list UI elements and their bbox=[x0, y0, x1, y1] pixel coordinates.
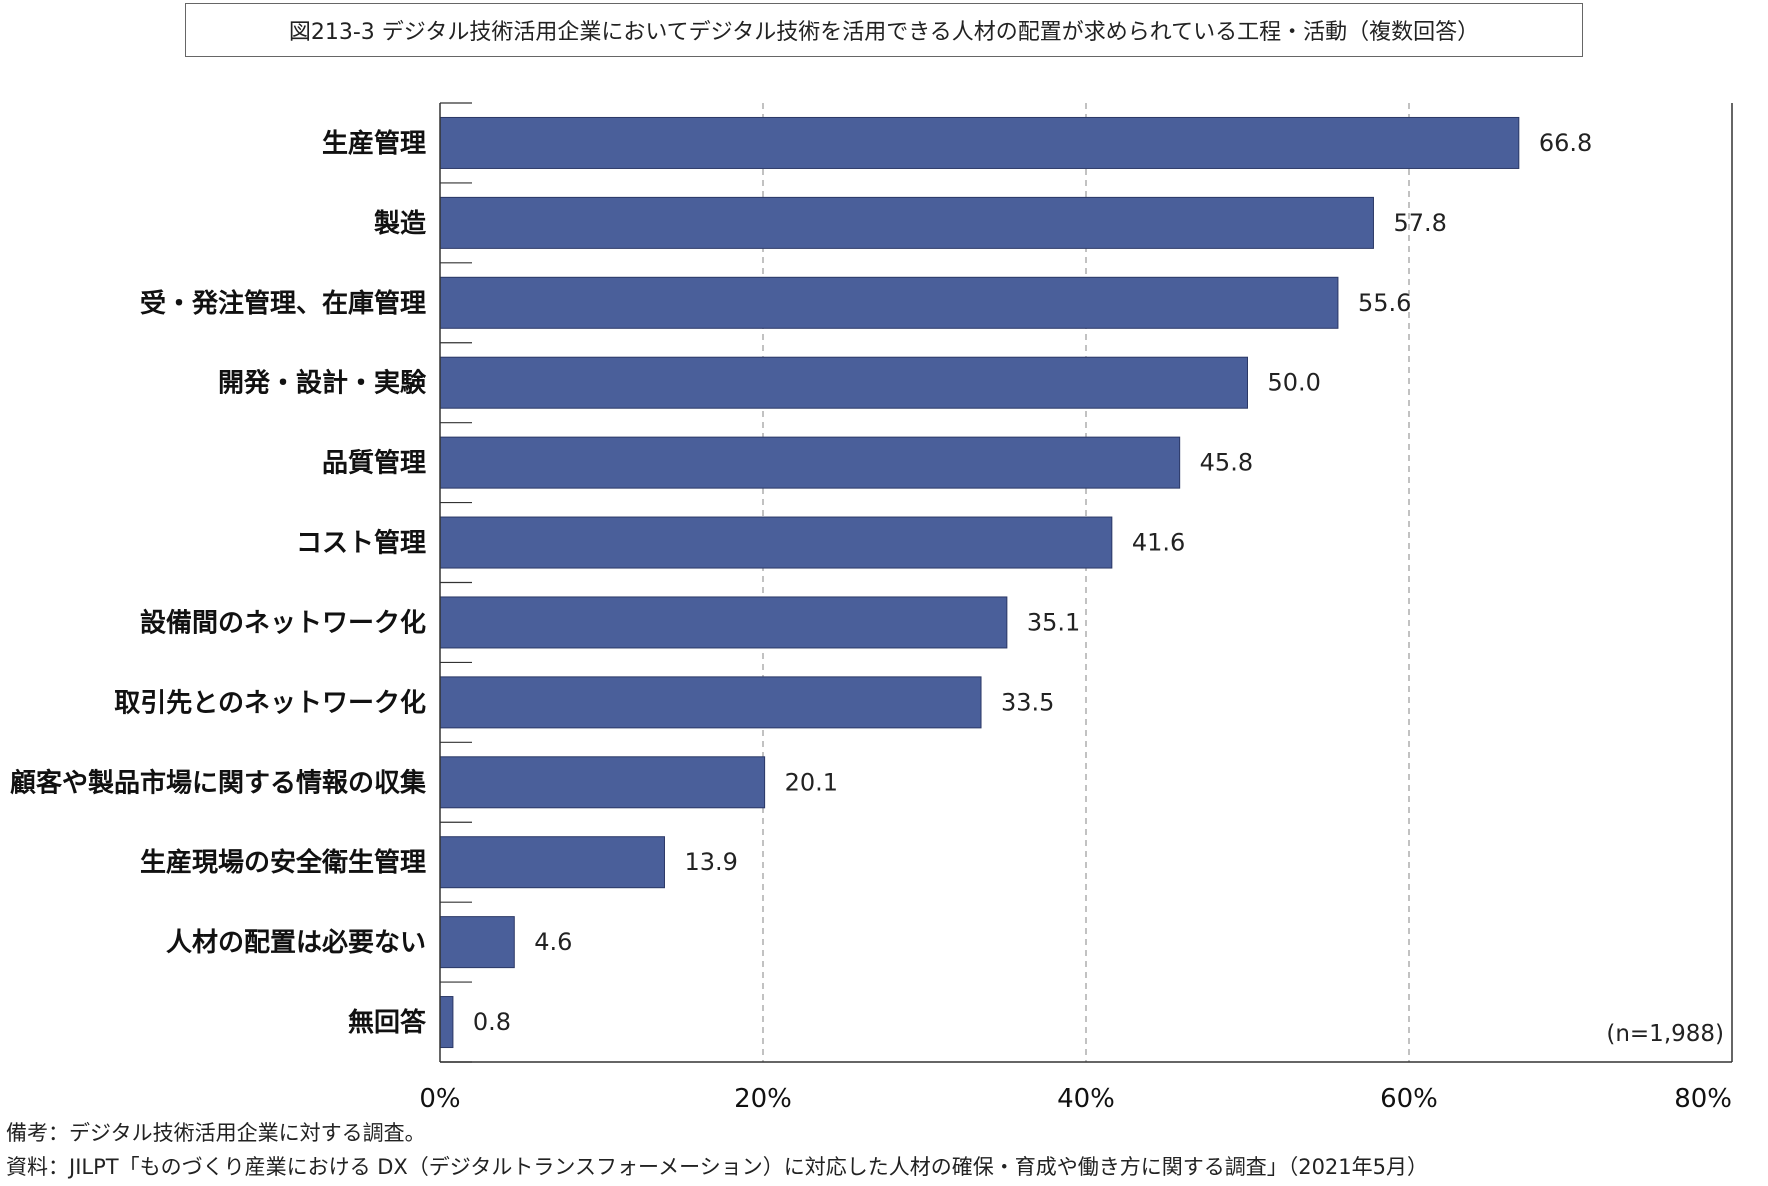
value-label: 50.0 bbox=[1268, 369, 1321, 397]
remarks-note: 備考：デジタル技術活用企業に対する調査。 bbox=[6, 1121, 426, 1145]
category-label: 生産現場の安全衛生管理 bbox=[140, 847, 426, 878]
value-label: 20.1 bbox=[785, 768, 838, 796]
category-label: 取引先とのネットワーク化 bbox=[114, 688, 426, 718]
bar bbox=[439, 676, 982, 729]
value-label: 66.8 bbox=[1539, 129, 1592, 157]
category-label: 品質管理 bbox=[322, 449, 426, 479]
category-label: 設備間のネットワーク化 bbox=[140, 607, 426, 638]
bar bbox=[439, 516, 1113, 569]
source-note: 資料：JILPT「ものづくり産業における DX（デジタルトランスフォーメーション… bbox=[6, 1155, 1429, 1179]
value-label: 13.9 bbox=[684, 848, 737, 876]
category-label: 顧客や製品市場に関する情報の収集 bbox=[10, 767, 427, 798]
bar bbox=[439, 836, 665, 889]
bar bbox=[439, 356, 1248, 409]
category-label: 人材の配置は必要ない bbox=[166, 928, 426, 958]
value-label: 41.6 bbox=[1132, 529, 1185, 557]
x-tick-label: 60% bbox=[1380, 1084, 1438, 1114]
category-label: 無回答 bbox=[348, 1007, 427, 1038]
value-label: 55.6 bbox=[1358, 289, 1411, 317]
x-tick-label: 20% bbox=[734, 1084, 792, 1114]
sample-size-note: (n=1,988) bbox=[1606, 1021, 1724, 1047]
value-label: 4.6 bbox=[534, 928, 572, 956]
category-label: 生産管理 bbox=[322, 128, 426, 159]
x-tick-label: 40% bbox=[1057, 1084, 1115, 1114]
bar bbox=[439, 756, 766, 809]
bar bbox=[439, 916, 515, 969]
x-tick-label: 0% bbox=[419, 1084, 460, 1114]
bar bbox=[439, 996, 454, 1049]
bar bbox=[439, 596, 1008, 649]
bar bbox=[439, 196, 1374, 249]
category-label: 製造 bbox=[374, 209, 426, 239]
category-label: 開発・設計・実験 bbox=[218, 368, 427, 399]
value-label: 35.1 bbox=[1027, 608, 1080, 636]
x-tick-label: 80% bbox=[1674, 1084, 1732, 1114]
chart-title: 図213-3 デジタル技術活用企業においてデジタル技術を活用できる人材の配置が求… bbox=[185, 3, 1583, 57]
value-label: 0.8 bbox=[473, 1008, 511, 1036]
value-label: 57.8 bbox=[1393, 209, 1446, 237]
bar bbox=[439, 436, 1181, 489]
bar bbox=[439, 276, 1339, 329]
value-label: 33.5 bbox=[1001, 688, 1054, 716]
category-label: 受・発注管理、在庫管理 bbox=[140, 288, 426, 319]
bar bbox=[439, 116, 1520, 169]
category-label: コスト管理 bbox=[296, 529, 426, 559]
value-label: 45.8 bbox=[1200, 449, 1253, 477]
